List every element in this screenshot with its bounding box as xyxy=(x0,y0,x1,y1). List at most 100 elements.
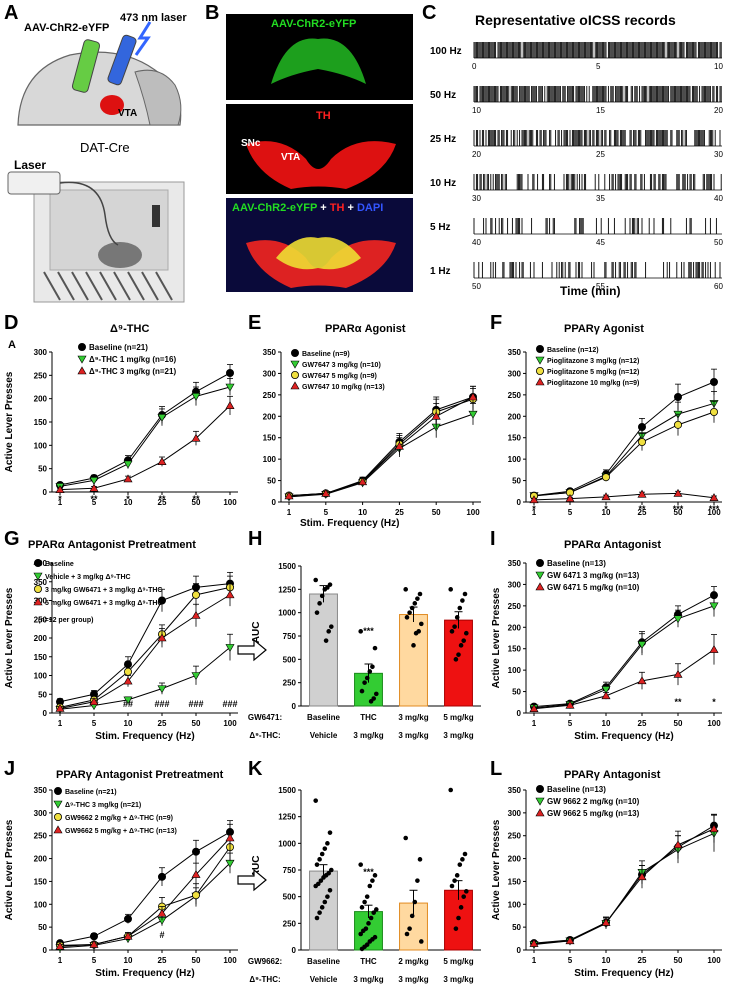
record-row: 50 Hz 10 15 20 xyxy=(430,86,723,115)
legend-marker xyxy=(535,571,545,580)
data-point xyxy=(123,676,133,685)
data-point xyxy=(371,910,376,915)
x-tick-label: 5 xyxy=(568,956,573,965)
mouse-strain-label: DAT-Cre xyxy=(80,140,130,155)
significance-mark: ### xyxy=(188,699,203,709)
chart-title: PPARα Antagonist Pretreatment xyxy=(28,539,196,551)
record-frequency: 5 Hz xyxy=(430,222,451,233)
y-tick-label: 100 xyxy=(263,455,277,464)
y-tick-label: 100 xyxy=(508,666,522,675)
y-tick-label: 750 xyxy=(283,632,297,641)
legend-label: GW9662 5 mg/kg + Δ⁹-THC (n=13) xyxy=(65,828,177,835)
y-tick-label: 150 xyxy=(508,645,522,654)
record-time-label: 25 xyxy=(596,150,605,159)
data-point xyxy=(460,598,465,603)
panel-letter-d: D xyxy=(4,312,19,334)
data-point xyxy=(362,899,367,905)
bar xyxy=(309,593,338,707)
data-point xyxy=(321,488,331,497)
record-time-label: 50 xyxy=(714,238,723,247)
series-line xyxy=(533,402,715,497)
series-line xyxy=(533,492,715,501)
data-point xyxy=(709,602,719,611)
micrograph-th: TH SNc VTA xyxy=(226,104,413,194)
y-tick-label: 100 xyxy=(34,441,48,450)
data-point xyxy=(191,590,200,599)
data-point xyxy=(461,894,466,899)
series xyxy=(285,385,477,500)
significance-mark: * xyxy=(58,494,62,504)
legend-marker xyxy=(535,808,545,817)
row1-heading: GW9662: xyxy=(248,957,282,966)
y-tick-label: 50 xyxy=(512,923,521,932)
record-time-label: 40 xyxy=(714,194,723,203)
record-time-label: 20 xyxy=(714,106,723,115)
legend-label: Pioglitazone 10 mg/kg (n=9) xyxy=(547,380,639,387)
data-point xyxy=(317,857,322,862)
data-point xyxy=(361,928,366,934)
data-point xyxy=(325,894,330,899)
data-point xyxy=(529,938,539,947)
y-axis-label: Active Lever Presses xyxy=(4,819,15,920)
bar-group xyxy=(354,862,383,952)
legend-label: Pioglitazone 5 mg/kg (n=12) xyxy=(547,369,639,376)
virus-label: AAV-ChR2-eYFP xyxy=(24,22,110,34)
y-tick-label: 250 xyxy=(283,679,297,688)
data-point xyxy=(374,907,379,912)
record-time-label: 40 xyxy=(472,238,481,247)
record-time-label: 20 xyxy=(472,150,481,159)
record-time-label: 10 xyxy=(472,106,481,115)
bar-group xyxy=(309,798,338,951)
panel-c: Representative oICSS records 100 Hz 0 5 10 5… xyxy=(430,0,731,310)
legend-marker xyxy=(53,800,63,809)
legend-marker xyxy=(53,825,63,834)
panel-letter-a: A xyxy=(4,2,19,24)
legend-marker xyxy=(78,342,87,351)
record-row: 100 Hz 0 5 10 xyxy=(430,42,723,71)
y-tick-label: 1250 xyxy=(278,585,296,594)
bar-group xyxy=(444,787,473,951)
row2-heading: Δ⁹-THC: xyxy=(249,731,280,740)
significance-mark: * xyxy=(126,494,130,504)
category-label: Baseline xyxy=(307,957,340,966)
row1-xlabel: Stim. Frequency (Hz) xyxy=(300,518,400,529)
x-tick-label: 25 xyxy=(638,719,647,728)
data-point xyxy=(412,899,418,905)
data-point xyxy=(314,915,320,921)
record-time-label: 50 xyxy=(472,282,481,291)
y-tick-label: 0 xyxy=(43,488,48,497)
bar-group xyxy=(399,587,428,707)
row2-heading: Δ⁹-THC: xyxy=(249,975,280,984)
record-row: 1 Hz 50 55 60 xyxy=(430,262,723,291)
data-point xyxy=(191,672,201,681)
x-tick-label: 10 xyxy=(602,508,611,517)
series xyxy=(284,403,478,502)
x-tick-label: 100 xyxy=(223,719,237,728)
record-time-label: 30 xyxy=(714,150,723,159)
data-point xyxy=(319,593,325,599)
x-tick-label: 50 xyxy=(674,956,683,965)
x-tick-label: 100 xyxy=(707,719,721,728)
panel-a-illustration: AAV-ChR2-eYFP 473 nm laser VTA DAT-Cre L… xyxy=(0,0,205,310)
th-signal xyxy=(246,141,396,189)
y-tick-label: 250 xyxy=(508,602,522,611)
data-point xyxy=(404,615,410,620)
x-tick-label: 5 xyxy=(568,508,573,517)
series-line xyxy=(533,381,715,497)
y-tick-label: 500 xyxy=(283,893,297,902)
x-tick-label: 5 xyxy=(92,956,97,965)
record-time-label: 35 xyxy=(596,194,605,203)
x-tick-label: 100 xyxy=(707,508,721,517)
chart-e: PPARα Agonist 0 50 100 150 200 250 300 350 1 5 10 25… xyxy=(263,323,481,517)
x-tick-label: 50 xyxy=(432,508,441,517)
series-line xyxy=(533,605,715,709)
eyfp-signal xyxy=(271,38,366,84)
chart-l: PPARγ Antagonist 0 50 100 150 200 250 300 350 1 5 1… xyxy=(491,769,722,979)
data-point xyxy=(415,878,420,883)
x-axis-label: Stim. Frequency (Hz) xyxy=(574,968,673,979)
data-point xyxy=(323,638,329,643)
series-line xyxy=(288,396,474,497)
y-axis-label: Active Lever Presses xyxy=(4,371,15,472)
data-point xyxy=(358,862,363,867)
data-point xyxy=(157,596,166,605)
